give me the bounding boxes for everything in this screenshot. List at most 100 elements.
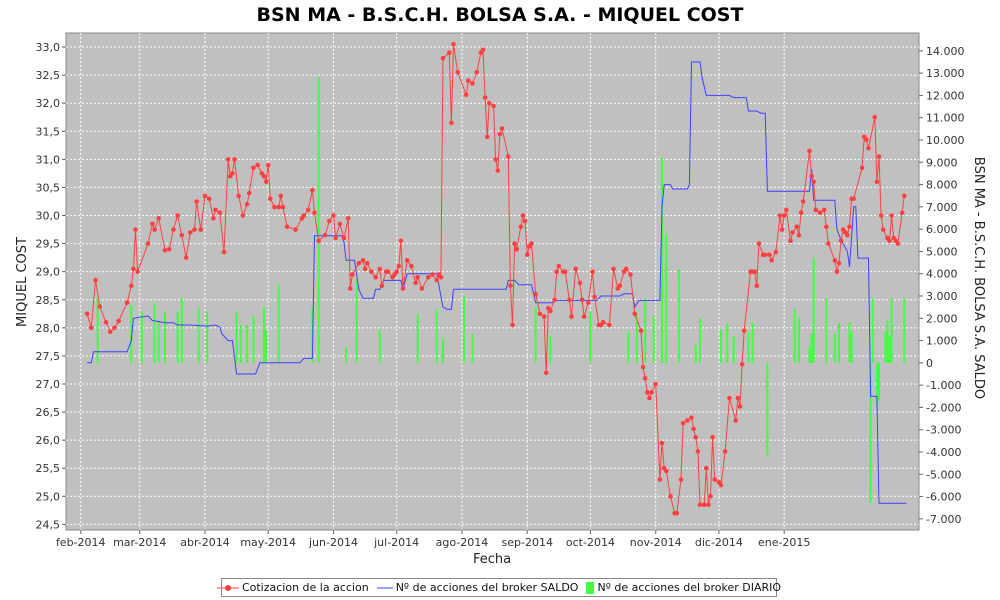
legend: Cotizacion de la accion Nº de acciones d…: [216, 578, 781, 597]
right-tick-label: -6.000: [926, 491, 961, 504]
cotizacion-point: [484, 134, 490, 140]
cotizacion-point: [664, 468, 669, 474]
cotizacion-point: [522, 218, 528, 224]
cotizacion-series: [84, 41, 907, 516]
diario-bar: [869, 362, 872, 504]
diario-bar: [747, 331, 750, 363]
cotizacion-point: [767, 252, 772, 258]
diario-bar: [888, 336, 891, 363]
saldo-line: [87, 61, 907, 504]
cotizacion-point: [718, 482, 724, 488]
cotizacion-point: [773, 249, 779, 255]
cotizacion-point: [152, 227, 157, 232]
diario-bar: [140, 311, 143, 363]
cotizacion-point: [632, 311, 637, 317]
cotizacion-point: [838, 238, 844, 244]
cotizacion-point: [194, 199, 199, 204]
cotizacion-point: [255, 162, 260, 168]
cotizacion-point: [628, 272, 633, 277]
diario-bar: [163, 311, 166, 363]
cotizacion-point: [129, 283, 134, 289]
diario-bar: [698, 318, 701, 363]
cotizacion-point: [263, 179, 269, 185]
cotizacion-point: [451, 41, 456, 47]
cotizacion-point: [217, 210, 223, 215]
x-tick-label: nov-2014: [630, 536, 682, 549]
diario-bar: [694, 345, 697, 363]
cotizacion-point: [97, 304, 102, 309]
cotizacion-point: [345, 216, 351, 221]
cotizacion-point: [752, 269, 757, 275]
x-axis-ticks: feb-2014 mar-2014 abr-2014 may-2014 jun-2014…: [56, 530, 810, 549]
cotizacion-point: [280, 204, 286, 210]
cotizacion-point: [693, 435, 698, 440]
left-tick-label: 31,0: [36, 153, 61, 166]
cotizacion-point: [284, 224, 290, 229]
x-tick-label: mar-2014: [113, 536, 166, 549]
cotizacion-point: [674, 510, 680, 516]
right-tick-label: -3.000: [926, 424, 961, 437]
cotizacion-point: [482, 95, 488, 100]
right-tick-label: 8.000: [926, 179, 958, 192]
cotizacion-point: [385, 269, 391, 275]
cotizacion-point: [327, 218, 332, 224]
cotizacion-point: [678, 477, 684, 482]
cotizacion-point: [847, 224, 852, 229]
legend-label-saldo: Nº de acciones del broker SALDO: [395, 581, 579, 594]
diario-bar: [471, 333, 474, 363]
cotizacion-point: [236, 193, 241, 199]
cotizacion-point: [794, 224, 800, 229]
cotizacion-point: [836, 260, 842, 266]
x-tick-label: feb-2014: [56, 536, 106, 549]
diario-bar: [317, 77, 320, 363]
cotizacion-point: [487, 100, 492, 106]
cotizacion-point: [541, 314, 547, 319]
cotizacion-point: [369, 269, 374, 275]
right-tick-label: -2.000: [926, 401, 961, 414]
cotizacion-point: [735, 395, 741, 401]
cotizacion-point: [192, 227, 197, 232]
cotizacion-point: [525, 252, 530, 258]
diario-bar: [96, 298, 99, 363]
cotizacion-point: [495, 168, 501, 173]
cotizacion-point: [567, 297, 572, 303]
right-tick-label: -1.000: [926, 379, 961, 392]
cotizacion-point: [276, 204, 282, 210]
cotizacion-point: [876, 154, 882, 159]
right-tick-label: 12.000: [926, 89, 965, 102]
left-tick-label: 32,0: [36, 97, 61, 110]
cotizacion-point: [430, 272, 435, 277]
cotizacion-point: [623, 266, 629, 272]
diario-bar: [833, 333, 836, 363]
cotizacion-point: [518, 224, 524, 229]
cotizacion-point: [93, 277, 98, 283]
diario-bar: [732, 336, 735, 363]
cotizacion-point: [514, 246, 519, 252]
cotizacion-point: [379, 283, 385, 289]
left-tick-label: 27,5: [36, 350, 61, 363]
cotizacion-point: [409, 263, 414, 269]
cotizacion-point: [232, 157, 237, 162]
cotizacion-point: [206, 196, 212, 201]
cotizacion-point: [116, 318, 121, 324]
cotizacion-point: [659, 440, 665, 446]
cotizacion-point: [784, 207, 789, 213]
cotizacion-point: [895, 241, 901, 246]
cotizacion-point: [348, 286, 353, 291]
cotizacion-point: [474, 70, 480, 75]
cotizacion-point: [781, 213, 787, 218]
cotizacion-point: [649, 390, 654, 395]
cotizacion-point: [756, 241, 762, 246]
cotizacion-point: [722, 449, 728, 454]
cotizacion-point: [156, 216, 161, 221]
cotizacion-point: [213, 207, 218, 213]
cotizacion-point: [124, 300, 130, 305]
cotizacion-point: [261, 173, 267, 179]
cotizacion-point: [103, 319, 109, 325]
diario-bar: [235, 311, 238, 363]
cotizacion-point: [704, 465, 709, 471]
cotizacion-point: [821, 207, 827, 213]
right-tick-label: 14.000: [926, 45, 965, 58]
cotizacion-point: [350, 272, 355, 277]
cotizacion-point: [493, 157, 499, 162]
